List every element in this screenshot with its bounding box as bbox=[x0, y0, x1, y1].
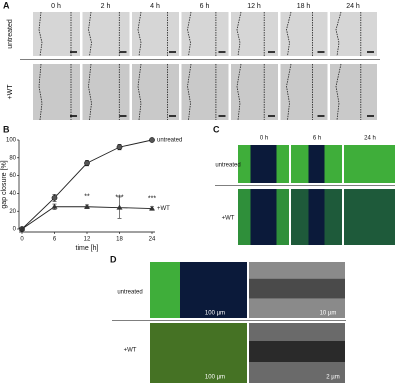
significance: *** bbox=[148, 195, 156, 202]
time-label: 24 h bbox=[364, 136, 376, 142]
marker bbox=[149, 205, 155, 211]
sem-dark bbox=[249, 278, 345, 299]
wound-edge bbox=[286, 63, 292, 121]
wound-edge bbox=[236, 11, 242, 57]
cell-layer bbox=[150, 323, 247, 383]
significance: *** bbox=[115, 194, 123, 201]
cell-layer bbox=[344, 145, 370, 183]
marker bbox=[84, 203, 90, 209]
x-tick-label: 24 bbox=[149, 237, 156, 243]
micrograph bbox=[231, 64, 278, 120]
x-tick-label: 12 bbox=[84, 237, 91, 243]
wound-edge bbox=[137, 63, 142, 121]
time-label: 12 h bbox=[247, 3, 261, 10]
micrograph bbox=[82, 64, 130, 120]
cell-layer bbox=[369, 189, 395, 245]
row-label: +WT bbox=[7, 84, 14, 100]
row-label: untreated bbox=[117, 290, 142, 296]
cell-layer bbox=[324, 145, 342, 183]
series-label: untreated bbox=[157, 138, 182, 144]
micrograph bbox=[132, 12, 179, 56]
x-tick-label: 6 bbox=[53, 237, 57, 243]
wound-edge bbox=[335, 63, 342, 121]
row-label: untreated bbox=[7, 19, 14, 49]
wound-edge bbox=[88, 11, 92, 57]
time-label: 24 h bbox=[346, 3, 360, 10]
time-label: 0 h bbox=[260, 136, 268, 142]
row-label: untreated bbox=[215, 163, 240, 169]
y-axis-label: gap closure [%] bbox=[1, 160, 8, 208]
series-label: +WT bbox=[157, 206, 170, 212]
marker bbox=[116, 204, 123, 210]
marker bbox=[51, 203, 58, 209]
time-label: 18 h bbox=[297, 3, 311, 10]
cell-layer bbox=[276, 145, 289, 183]
micrograph bbox=[33, 64, 80, 120]
cell-layer bbox=[238, 189, 251, 245]
micrograph bbox=[181, 64, 229, 120]
wound-edge bbox=[286, 11, 292, 57]
marker bbox=[51, 195, 58, 201]
y-tick-label: 20 bbox=[9, 209, 16, 215]
micrograph bbox=[280, 64, 328, 120]
cell-layer bbox=[276, 189, 289, 245]
time-label: 6 h bbox=[313, 136, 321, 142]
time-label: 2 h bbox=[101, 3, 111, 10]
sem-dark bbox=[249, 341, 345, 362]
wound-edge bbox=[187, 63, 192, 121]
row-label: +WT bbox=[222, 216, 235, 222]
wound-edge bbox=[187, 11, 192, 57]
marker bbox=[149, 137, 155, 143]
scale-label: 100 µm bbox=[205, 375, 225, 381]
y-tick-label: 60 bbox=[9, 173, 16, 179]
cell-layer bbox=[324, 189, 342, 245]
marker bbox=[84, 160, 90, 166]
y-tick-label: 0 bbox=[13, 227, 17, 233]
x-tick-label: 18 bbox=[116, 237, 123, 243]
wound-edge bbox=[137, 11, 142, 57]
wound-edge bbox=[236, 63, 242, 121]
cell-layer bbox=[291, 189, 309, 245]
time-label: 6 h bbox=[200, 3, 210, 10]
significance: ** bbox=[84, 194, 90, 201]
scale-label: 10 µm bbox=[320, 311, 337, 317]
scale-label: 2 µm bbox=[326, 375, 339, 381]
time-label: 4 h bbox=[150, 3, 160, 10]
y-tick-label: 40 bbox=[9, 191, 16, 197]
cell-layer bbox=[291, 145, 309, 183]
micrograph bbox=[33, 12, 80, 56]
marker bbox=[19, 226, 25, 231]
scale-label: 100 µm bbox=[205, 311, 225, 317]
wound-edge bbox=[88, 63, 92, 121]
panel-label: A bbox=[3, 0, 10, 10]
marker bbox=[116, 144, 123, 150]
micrograph bbox=[181, 12, 229, 56]
micrograph bbox=[132, 64, 179, 120]
cell-layer bbox=[344, 189, 370, 245]
wound-edge bbox=[38, 63, 43, 121]
micrograph bbox=[82, 12, 130, 56]
cell-layer bbox=[238, 145, 251, 183]
wound-edge bbox=[38, 11, 43, 57]
panel-label: C bbox=[213, 124, 220, 134]
time-label: 0 h bbox=[51, 3, 61, 10]
cell-layer bbox=[150, 262, 180, 318]
panel-label: D bbox=[110, 254, 117, 264]
y-tick-label: 80 bbox=[9, 155, 16, 161]
wound-edge bbox=[335, 11, 342, 57]
cell-layer bbox=[369, 145, 395, 183]
x-axis-label: time [h] bbox=[76, 245, 99, 252]
x-tick-label: 0 bbox=[20, 237, 24, 243]
row-label: +WT bbox=[124, 348, 137, 354]
y-tick-label: 100 bbox=[6, 138, 17, 144]
panel-label: B bbox=[3, 124, 10, 134]
